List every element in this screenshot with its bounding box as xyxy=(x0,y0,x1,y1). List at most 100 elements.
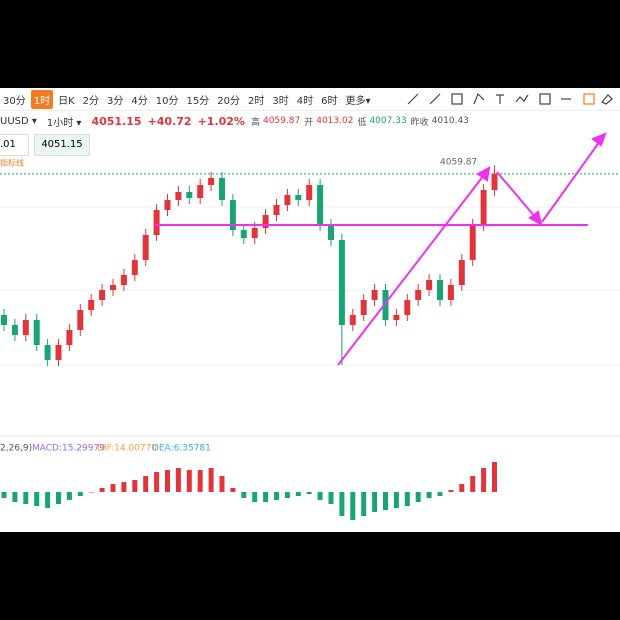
macd-bar xyxy=(393,492,399,508)
change: +40.72 xyxy=(147,114,192,128)
candle-body xyxy=(175,192,182,200)
candle-body xyxy=(186,192,193,198)
interval[interactable]: 15分 xyxy=(186,95,210,107)
price: 4051.15 xyxy=(91,114,142,128)
interval[interactable]: 2分 xyxy=(82,95,100,107)
candle-body xyxy=(426,280,433,290)
macd-bar xyxy=(306,492,312,494)
macd-bar xyxy=(448,490,454,492)
macd-bar xyxy=(317,492,323,500)
macd-bar xyxy=(339,492,345,516)
macd-bar xyxy=(415,492,421,502)
macd-bar xyxy=(219,476,225,492)
qty-input[interactable]: .01 xyxy=(0,134,29,156)
macd-bar xyxy=(165,470,170,492)
candle-body xyxy=(480,190,487,225)
macd-bar xyxy=(492,462,497,492)
interval[interactable]: 6时 xyxy=(321,95,338,107)
candle-body xyxy=(382,290,389,320)
macd-bar xyxy=(241,492,247,498)
candle-body xyxy=(447,285,454,300)
macd-bar xyxy=(350,492,356,520)
interval[interactable]: 1时 xyxy=(30,89,54,109)
macd-bar xyxy=(12,492,18,502)
dea-label: DEA:6.35781 xyxy=(152,444,211,454)
macd-bar xyxy=(186,470,192,492)
macd-bar xyxy=(132,480,138,492)
candle-body xyxy=(22,320,29,335)
macd-bar xyxy=(252,492,258,502)
interval[interactable]: 3分 xyxy=(107,95,124,107)
low-label: 低 xyxy=(357,117,367,128)
tool-icons xyxy=(407,92,613,105)
macd-bar xyxy=(426,492,432,498)
drawings xyxy=(155,132,607,366)
candle-body xyxy=(142,235,149,260)
candle-body xyxy=(164,200,171,210)
candle-body xyxy=(11,325,18,335)
candle-body xyxy=(219,178,225,200)
dif-label: DIF:14.00770 xyxy=(97,444,157,454)
candle-body xyxy=(55,345,62,360)
macd-bar xyxy=(437,492,443,496)
candle-body xyxy=(240,230,247,238)
candle-body xyxy=(197,185,204,198)
interval[interactable]: 4分 xyxy=(131,95,148,107)
high-label: 高 xyxy=(250,117,260,128)
macd-bar xyxy=(459,484,465,492)
interval[interactable]: 2时 xyxy=(248,95,265,107)
macd-bar xyxy=(121,482,127,492)
macd-bar xyxy=(230,488,236,492)
candle-body xyxy=(338,240,345,325)
candle-body xyxy=(208,178,215,185)
symbol[interactable]: UUSD ▾ xyxy=(0,115,37,127)
app: 4059.87 2,26,9) MACD:15.29979 DIF:14.007… xyxy=(0,88,620,532)
interval[interactable]: 日K xyxy=(58,95,75,107)
interval[interactable]: 10分 xyxy=(155,95,179,107)
prev: 4010.43 xyxy=(431,116,469,126)
candle-body xyxy=(153,210,160,235)
macd-bar xyxy=(143,476,149,492)
macd-bar xyxy=(45,492,51,508)
macd-bar xyxy=(470,476,476,492)
candle-body xyxy=(88,300,95,310)
interval[interactable]: 30分 xyxy=(3,95,26,107)
macd-bar xyxy=(23,492,29,504)
macd-bar xyxy=(197,470,203,492)
candle-body xyxy=(44,345,51,360)
low: 4007.33 xyxy=(369,116,407,126)
interval[interactable]: 4时 xyxy=(296,95,314,107)
macd-bar xyxy=(404,492,410,506)
candle-body xyxy=(77,310,84,330)
macd-bar xyxy=(263,492,269,502)
interval[interactable]: 20分 xyxy=(217,95,240,107)
macd-bar xyxy=(481,468,487,492)
period[interactable]: 1小时 ▾ xyxy=(46,117,82,129)
high: 4059.87 xyxy=(262,116,301,126)
candle-body xyxy=(349,315,356,325)
candle-body xyxy=(404,300,411,315)
candle-body xyxy=(110,285,116,290)
toolbar: 30分 1时 日K 2分 3分 4分 10分 15分 20分 2时 3时 4时 6时 更多▾ xyxy=(0,88,620,111)
candle-body xyxy=(491,173,498,190)
candle-body xyxy=(328,225,334,240)
interval[interactable]: 3时 xyxy=(272,95,289,107)
macd-bar xyxy=(66,492,72,500)
macd-bar xyxy=(110,484,116,492)
chart: 4059.87 2,26,9) MACD:15.29979 DIF:14.007… xyxy=(0,132,620,520)
macd-bar xyxy=(361,492,367,516)
high-annotation: 4059.87 xyxy=(440,158,477,168)
candle-body xyxy=(317,185,324,225)
open: 4013.02 xyxy=(316,116,354,126)
candle-body xyxy=(131,260,138,275)
prev-label: 昨收 xyxy=(410,117,429,128)
macd-bar xyxy=(295,492,301,496)
macd-bar xyxy=(175,468,181,492)
candle-body xyxy=(306,185,313,200)
price-box[interactable]: 4051.15 xyxy=(34,134,90,156)
change-pct: +1.02% xyxy=(197,114,245,128)
candle-body xyxy=(371,290,378,300)
candle-body xyxy=(66,330,73,345)
interval[interactable]: 更多▾ xyxy=(345,95,371,107)
